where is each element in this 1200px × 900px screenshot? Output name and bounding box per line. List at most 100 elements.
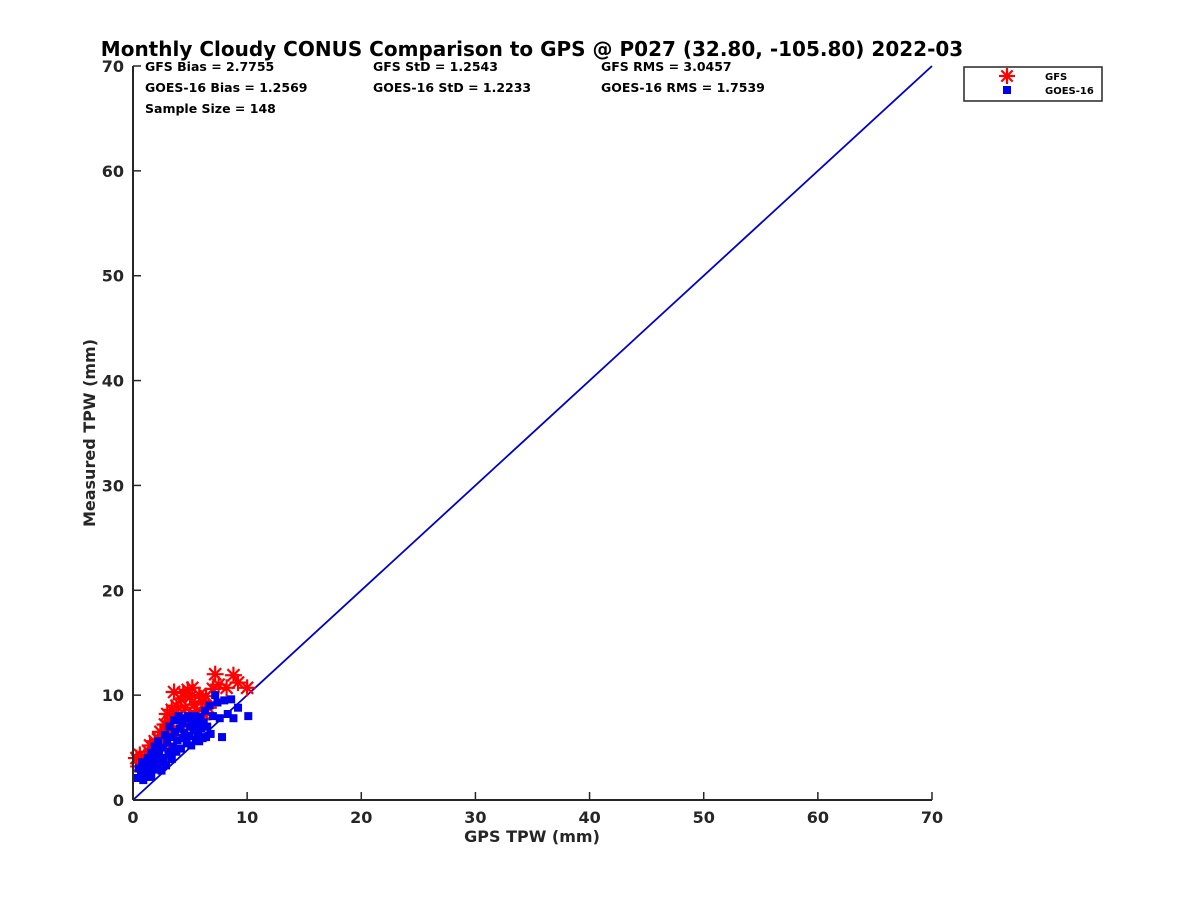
axes [132,66,932,801]
stat-text: GOES-16 Bias = 1.2569 [145,80,307,95]
goes16-point [223,710,232,719]
goes16-point [166,733,175,742]
goes16-point [186,722,195,731]
goes16-point [171,727,180,736]
y-tick-label: 0 [113,791,124,810]
goes16-point [178,719,187,728]
goes16-point [166,747,175,756]
goes16-point [147,772,156,781]
x-tick-label: 10 [236,808,258,827]
goes16-point [202,733,211,742]
goes16-point [150,742,159,751]
stat-text: GFS StD = 1.2543 [373,59,498,74]
goes16-point [190,712,199,721]
gfs-point [224,666,242,684]
goes16-point [196,713,205,722]
y-tick-label: 60 [102,162,124,181]
goes16-point [197,724,206,733]
goes16-point [208,712,217,721]
x-tick-label: 70 [921,808,943,827]
goes16-point [165,722,174,731]
goes16-point [134,764,143,773]
goes16-point [189,726,198,735]
goes16-point [154,737,163,746]
goes16-point [183,712,192,721]
goes16-point [168,742,177,751]
goes16-point [182,739,191,748]
legend-label: GFS [1045,72,1067,83]
goes16-point [151,751,160,760]
goes16-point [173,736,182,745]
stat-text: GFS Bias = 2.7755 [145,59,274,74]
asterisk-stroke [219,681,234,695]
stat-text: GFS RMS = 3.0457 [601,59,732,74]
goes16-point [147,748,156,757]
y-tick-label: 70 [102,57,124,76]
one-to-one-line [132,65,933,801]
y-tick-label: 50 [102,267,124,286]
goes16-point [160,730,169,739]
series-goes-16 [133,691,253,785]
stat-text: GOES-16 RMS = 1.7539 [601,80,765,95]
goes16-point [220,696,229,705]
goes16-point [244,712,253,721]
goes16-point [167,755,176,764]
goes16-point [174,712,183,721]
goes16-point [158,755,167,764]
goes16-point [172,747,181,756]
goes16-point [218,733,227,742]
asterisk-stroke [240,681,254,695]
y-tick-label: 40 [102,372,124,391]
asterisk-stroke [211,677,226,692]
x-tick-label: 60 [807,808,829,827]
x-tick-label: 0 [127,808,138,827]
asterisk-stroke [231,675,245,690]
asterisk-stroke [1000,69,1014,83]
x-tick-label: 20 [350,808,372,827]
asterisk-stroke [226,668,241,683]
gfs-point [238,679,256,697]
goes16-point [162,761,171,770]
plot-area [127,65,933,801]
goes16-point [152,762,161,771]
goes16-point [211,691,220,700]
legend-label: GOES-16 [1045,86,1094,97]
x-tick-label: 50 [693,808,715,827]
goes16-point [157,766,166,775]
goes16-point [148,757,157,766]
legend: GFS GOES-16 [963,66,1103,102]
goes16-point [144,761,153,770]
goes16-point [234,703,243,712]
x-tick-label: 30 [464,808,486,827]
goes16-point [200,706,209,715]
stats-block: GFS Bias = 2.7755 GFS StD = 1.2543 GFS RMS… [145,59,765,116]
x-axis-label: GPS TPW (mm) [464,827,600,846]
asterisk-stroke [183,690,197,705]
goes16-point [179,734,188,743]
legend-marker [999,68,1015,84]
y-axis-label: Measured TPW (mm) [80,339,99,527]
goes16-point [213,698,222,707]
goes16-point [176,744,185,753]
goes16-point [138,758,147,767]
goes16-point [206,729,215,738]
stat-text: Sample Size = 148 [145,101,276,116]
stat-text: GOES-16 StD = 1.2233 [373,80,531,95]
goes16-point [139,776,148,785]
goes16-point [227,695,236,704]
goes16-point [163,738,172,747]
y-tick-label: 10 [102,686,124,705]
legend-box [963,66,1103,102]
goes16-point [187,741,196,750]
goes16-point [175,724,184,733]
legend-marker [1003,86,1011,94]
y-tick-label: 20 [102,581,124,600]
goes16-point [229,714,238,723]
goes16-point [184,732,193,741]
chart-title: Monthly Cloudy CONUS Comparison to GPS @… [101,37,963,61]
x-ticks: 0 10 20 30 40 50 60 70 [127,792,943,827]
y-ticks: 0 10 20 30 40 50 60 70 [102,57,141,810]
goes16-point [199,718,208,727]
goes16-point [194,729,203,738]
